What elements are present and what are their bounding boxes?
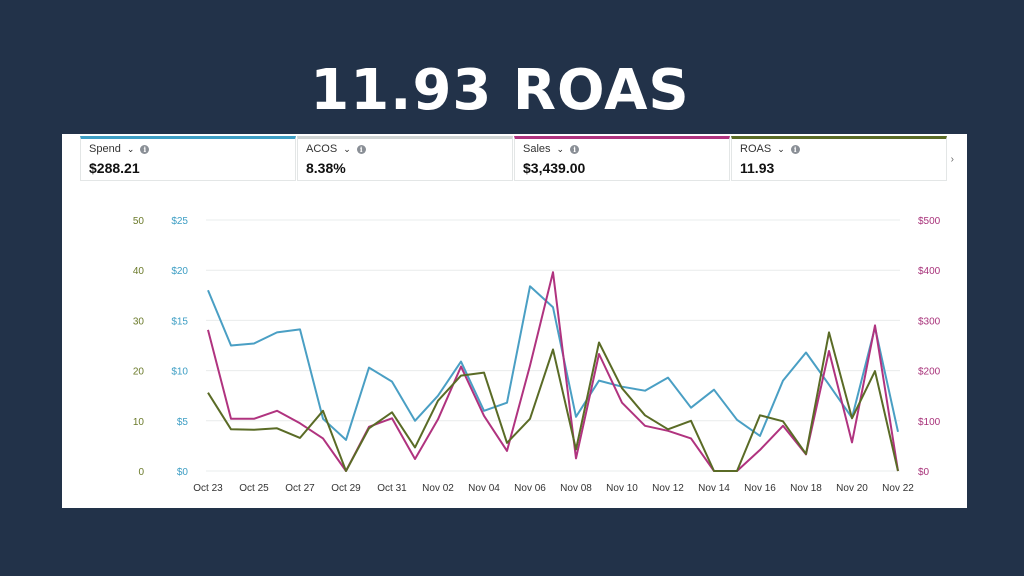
y-tick-left-inner: $5 [177, 417, 189, 428]
x-tick-label: Oct 25 [239, 483, 269, 494]
metric-value: 8.38% [306, 160, 346, 176]
metric-label: ROAS [740, 143, 772, 155]
x-tick-label: Nov 14 [698, 483, 730, 494]
x-tick-label: Nov 04 [468, 483, 500, 494]
x-tick-label: Nov 16 [744, 483, 776, 494]
metric-card-sales[interactable]: Sales ⌄ i $3,439.00 [514, 136, 730, 181]
metric-card-roas[interactable]: ROAS ⌄ i 11.93 [731, 136, 947, 181]
x-tick-label: Oct 29 [331, 483, 361, 494]
y-tick-left-outer: 50 [133, 216, 145, 227]
metric-label: ACOS [306, 143, 338, 155]
info-icon[interactable]: i [356, 144, 366, 154]
chevron-down-icon[interactable]: ⌄ [556, 143, 565, 154]
y-tick-right: $200 [918, 367, 941, 378]
series-line-spend [207, 285, 899, 441]
info-icon[interactable]: i [790, 144, 800, 154]
series-line-sales [207, 271, 899, 472]
metrics-bar: Spend ⌄ i $288.21 ACOS ⌄ i 8.38% Sales ⌄ i $3,… [80, 136, 954, 182]
metric-card-spend[interactable]: Spend ⌄ i $288.21 [80, 136, 296, 181]
y-tick-left-outer: 20 [133, 367, 145, 378]
y-tick-right: $100 [918, 417, 941, 428]
y-tick-left-outer: 30 [133, 316, 145, 327]
y-tick-left-outer: 10 [133, 417, 145, 428]
y-tick-left-inner: $25 [171, 216, 188, 227]
chevron-down-icon[interactable]: ⌄ [777, 143, 785, 154]
chevron-down-icon[interactable]: ⌄ [343, 143, 351, 154]
x-tick-label: Oct 23 [193, 483, 223, 494]
y-tick-left-outer: 0 [138, 467, 144, 478]
y-tick-right: $300 [918, 316, 941, 327]
x-tick-label: Nov 20 [836, 483, 868, 494]
headline: 11.93 ROAS [310, 58, 690, 123]
x-tick-label: Nov 06 [514, 483, 546, 494]
chevron-down-icon[interactable]: ⌄ [126, 143, 135, 154]
metric-label: Sales [523, 143, 551, 155]
metric-value: 11.93 [740, 160, 775, 176]
y-tick-left-inner: $15 [171, 316, 188, 327]
x-tick-label: Nov 10 [606, 483, 638, 494]
metric-value: $3,439.00 [523, 160, 586, 176]
x-tick-label: Nov 02 [422, 483, 454, 494]
info-icon[interactable]: i [570, 144, 580, 154]
y-tick-left-outer: 40 [133, 266, 145, 277]
x-tick-label: Nov 12 [652, 483, 684, 494]
line-chart: 0 10 20 30 40 50 $0 $5 $10 $15 $20 $25 $0 $100 $200 $30… [133, 216, 941, 494]
x-tick-label: Oct 27 [285, 483, 315, 494]
x-tick-label: Nov 22 [882, 483, 914, 494]
info-icon[interactable]: i [140, 144, 150, 154]
y-tick-right: $400 [918, 266, 941, 277]
y-tick-right: $0 [918, 467, 930, 478]
chevron-right-icon[interactable]: › [950, 154, 954, 165]
y-tick-right: $500 [918, 216, 941, 227]
x-tick-label: Oct 31 [377, 483, 407, 494]
x-tick-label: Nov 08 [560, 483, 592, 494]
metric-label: Spend [89, 143, 121, 155]
y-tick-left-inner: $20 [171, 266, 188, 277]
metric-value: $288.21 [89, 160, 140, 176]
series-line-roas [207, 331, 899, 472]
chart-panel: Spend ⌄ i $288.21 ACOS ⌄ i 8.38% Sales ⌄ i $3,… [62, 134, 967, 508]
y-tick-left-inner: $10 [171, 367, 188, 378]
metric-card-acos[interactable]: ACOS ⌄ i 8.38% [297, 136, 513, 181]
y-tick-left-inner: $0 [177, 467, 189, 478]
x-tick-label: Nov 18 [790, 483, 822, 494]
